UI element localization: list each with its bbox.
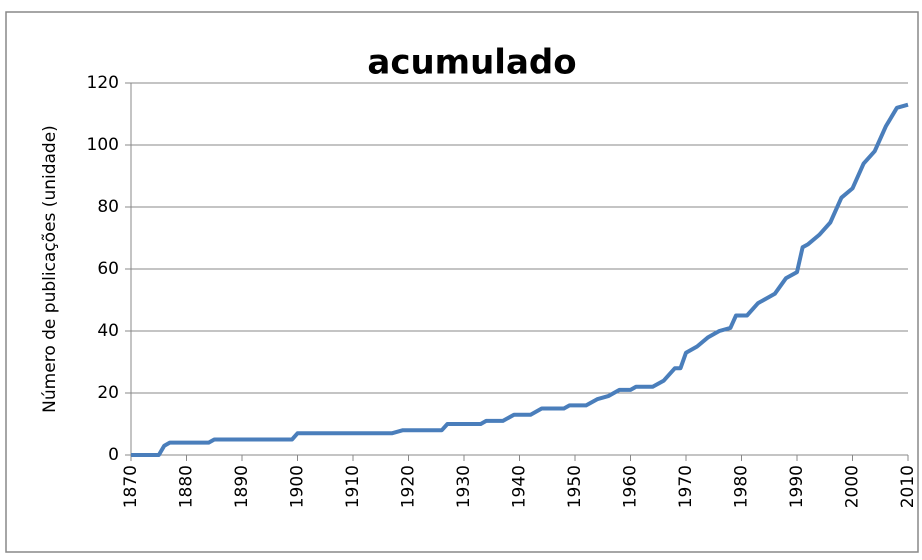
x-tick-label: 1960	[621, 465, 641, 508]
y-tick-label: 20	[97, 383, 119, 403]
x-tick-label: 1880	[177, 465, 197, 508]
x-tick-label: 1890	[232, 465, 252, 508]
x-tick-label: 1930	[454, 465, 474, 508]
x-tick-label: 1870	[121, 465, 141, 508]
x-tick-label: 1910	[343, 465, 363, 508]
chart-title: acumulado	[367, 43, 576, 83]
y-tick-label: 40	[97, 321, 119, 341]
x-tick-label: 1970	[676, 465, 696, 508]
x-tick-label: 2000	[843, 465, 863, 508]
x-tick-label: 1980	[732, 465, 752, 508]
y-tick-label: 60	[97, 259, 119, 279]
x-tick-label: 1920	[399, 465, 419, 508]
y-tick-label: 0	[108, 445, 119, 465]
x-tick-label: 2010	[898, 465, 918, 508]
y-axis-label: Número de publicações (unidade)	[40, 125, 60, 413]
y-tick-label: 120	[87, 73, 119, 93]
y-tick-label: 80	[97, 197, 119, 217]
data-line	[131, 102, 909, 457]
x-tick-label: 1950	[565, 465, 585, 508]
x-tick-label: 1990	[787, 465, 807, 508]
chart-frame	[5, 11, 919, 553]
x-tick-label: 1900	[288, 465, 308, 508]
x-tick-label: 1940	[510, 465, 530, 508]
y-tick-label: 100	[87, 135, 119, 155]
